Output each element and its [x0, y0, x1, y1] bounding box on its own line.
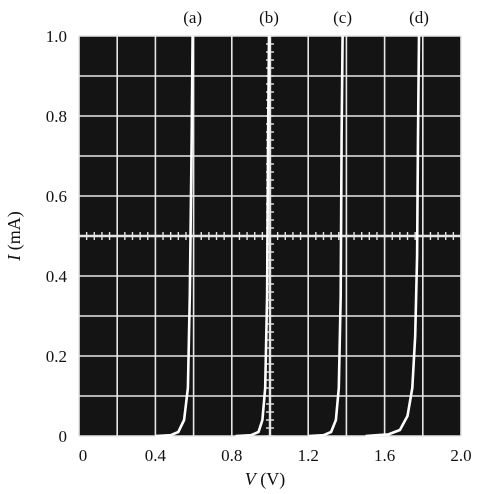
curves: [155, 35, 421, 438]
series-line: [308, 35, 344, 438]
y-tick-label: 0.8: [46, 107, 67, 126]
x-tick-label: 1.2: [298, 446, 319, 465]
series-label: (c): [333, 8, 352, 27]
y-tick-label: 0.6: [46, 187, 67, 206]
y-tick-label: 1.0: [46, 27, 67, 46]
series-label: (d): [409, 8, 429, 27]
x-tick-label: 2.0: [450, 446, 471, 465]
y-tick-label: 0.2: [46, 347, 67, 366]
x-axis-label: V (V): [245, 469, 286, 490]
series-label: (b): [259, 8, 279, 27]
series-label: (a): [183, 8, 202, 27]
x-tick-label: 1.6: [374, 446, 395, 465]
y-tick-labels: 0 0.2 0.4 0.6 0.8 1.0: [46, 27, 68, 446]
x-tick-label: 0.4: [145, 446, 167, 465]
series-line: [365, 35, 421, 438]
y-axis-label: I (mA): [4, 211, 25, 262]
x-tick-labels: 0 0.4 0.8 1.2 1.6 2.0: [79, 446, 472, 465]
curve-labels: (a) (b) (c) (d): [183, 8, 429, 27]
x-tick-label: 0.8: [221, 446, 242, 465]
y-tick-label: 0.4: [46, 267, 68, 286]
series-line: [235, 35, 271, 438]
series-line: [155, 35, 194, 438]
center-axis-ticks: [78, 35, 462, 437]
y-tick-label: 0: [59, 427, 68, 446]
x-tick-label: 0: [79, 446, 88, 465]
